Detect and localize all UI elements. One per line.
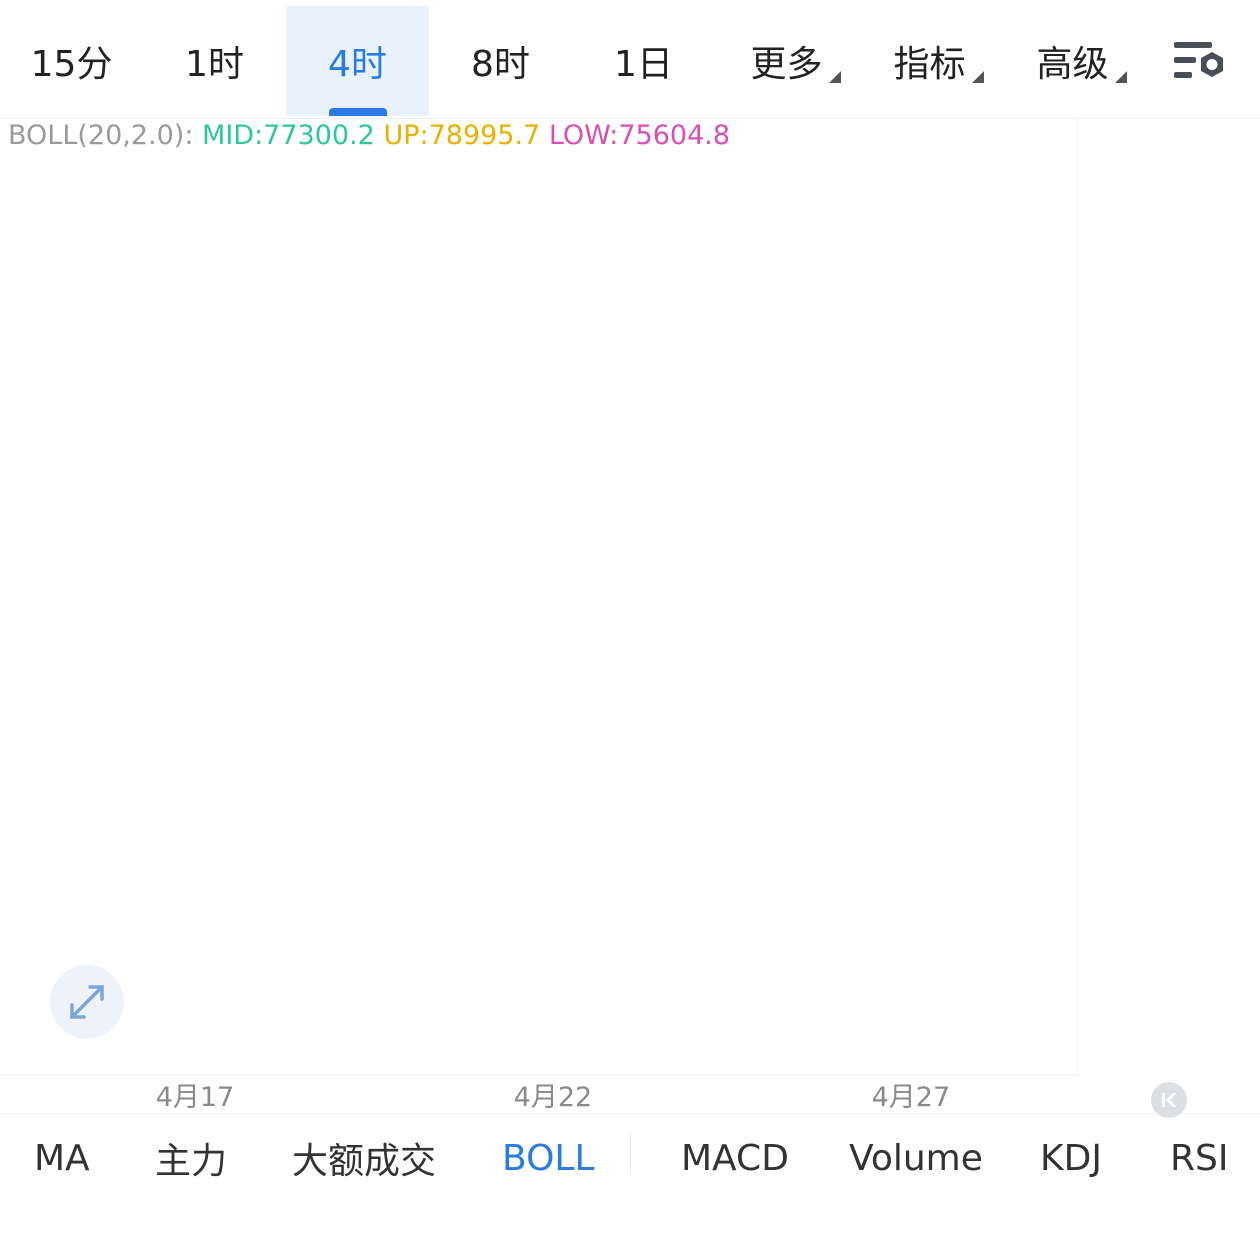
boll-up-value: UP:78995.7 xyxy=(383,120,541,151)
tab-label: 4时 xyxy=(328,44,387,85)
x-tick-label: 4月22 xyxy=(514,1082,593,1113)
tab-label: 1日 xyxy=(614,44,673,85)
scroll-to-start-button[interactable] xyxy=(1151,1082,1187,1118)
boll-params: BOLL(20,2.0): xyxy=(8,120,194,151)
indicator-label: RSI xyxy=(1170,1137,1229,1179)
chart-bottom-border xyxy=(0,1113,1260,1114)
indicator-label: KDJ xyxy=(1040,1137,1102,1179)
tab-indicators[interactable]: 指标 xyxy=(858,6,1001,116)
timeframe-tabbar: 15分 1时 4时 8时 1日 更多 指标 高级 xyxy=(0,0,1260,119)
tab-label: 15分 xyxy=(30,44,113,85)
fullscreen-button[interactable] xyxy=(50,965,124,1039)
indicator-ma[interactable]: MA xyxy=(34,1114,90,1202)
x-tick-label: 4月17 xyxy=(156,1082,235,1113)
tab-label: 8时 xyxy=(471,44,530,85)
boll-low-value: LOW:75604.8 xyxy=(548,120,731,151)
caret-icon xyxy=(828,71,841,83)
indicator-label: MACD xyxy=(681,1137,789,1179)
caret-icon xyxy=(971,71,984,83)
indicator-label: Volume xyxy=(849,1137,983,1179)
chart-settings-button[interactable] xyxy=(1170,38,1230,88)
indicator-boll[interactable]: BOLL xyxy=(502,1114,595,1202)
boll-legend: BOLL(20,2.0): MID:77300.2 UP:78995.7 LOW… xyxy=(8,120,730,151)
skip-to-start-icon xyxy=(1162,1091,1177,1109)
indicator-volume[interactable]: Volume xyxy=(849,1114,983,1202)
indicator-large-trades[interactable]: 大额成交 xyxy=(292,1114,436,1202)
tab-1d[interactable]: 1日 xyxy=(572,6,715,116)
indicator-macd[interactable]: MACD xyxy=(681,1114,789,1202)
tab-15m[interactable]: 15分 xyxy=(0,6,143,116)
tab-1h[interactable]: 1时 xyxy=(143,6,286,116)
tab-label: 更多 xyxy=(750,44,823,85)
indicator-kdj[interactable]: KDJ xyxy=(1040,1114,1102,1202)
chart-settings-icon xyxy=(1174,42,1223,78)
price-chart[interactable]: 7000071000720007300074000750007600077000… xyxy=(0,118,1260,1114)
x-tick-label: 4月27 xyxy=(872,1082,951,1113)
caret-icon xyxy=(1114,71,1127,83)
tab-advanced[interactable]: 高级 xyxy=(1001,6,1144,116)
tab-4h[interactable]: 4时 xyxy=(286,6,429,116)
boll-mid-value: MID:77300.2 xyxy=(202,120,375,151)
tab-more[interactable]: 更多 xyxy=(715,6,858,116)
tab-label: 高级 xyxy=(1036,44,1109,85)
indicator-label: 大额成交 xyxy=(292,1141,437,1182)
indicator-label: 主力 xyxy=(155,1141,228,1182)
tab-label: 指标 xyxy=(893,44,966,85)
date-labels: 4月17 4月22 4月27 xyxy=(156,1082,951,1113)
indicator-divider xyxy=(630,1134,631,1174)
expand-icon xyxy=(70,985,104,1019)
tab-label: 1时 xyxy=(185,44,244,85)
indicator-label: MA xyxy=(34,1137,90,1179)
indicator-main-force[interactable]: 主力 xyxy=(155,1114,227,1202)
tab-8h[interactable]: 8时 xyxy=(429,6,572,116)
indicator-label: BOLL xyxy=(502,1137,595,1179)
indicator-rsi[interactable]: RSI xyxy=(1170,1114,1228,1202)
indicator-tabbar: MA 主力 大额成交 BOLL MACD Volume KDJ RSI xyxy=(0,1114,1260,1204)
